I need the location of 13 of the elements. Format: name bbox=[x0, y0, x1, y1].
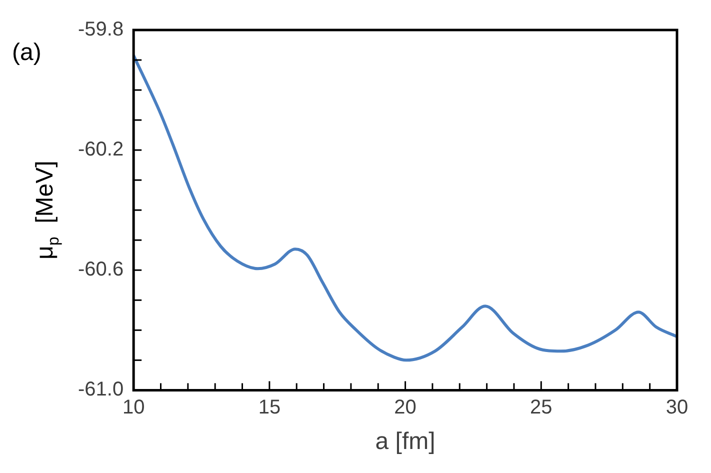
y-tick-label: -59.8 bbox=[78, 18, 124, 41]
x-tick-label: 20 bbox=[394, 396, 416, 419]
x-tick-label: 10 bbox=[122, 396, 145, 419]
y-tick-label: -61.0 bbox=[78, 378, 124, 401]
text: (a) bbox=[12, 39, 42, 66]
x-axis-title: a [fm] bbox=[375, 428, 436, 456]
y-axis-title: μp [MeV] bbox=[32, 160, 62, 260]
y-tick-label: -60.2 bbox=[78, 138, 124, 161]
x-tick-label: 25 bbox=[530, 396, 552, 419]
x-tick-label: 30 bbox=[666, 396, 688, 419]
line-series bbox=[134, 54, 677, 362]
y-tick-label: -60.6 bbox=[78, 258, 124, 281]
x-tick-label: 15 bbox=[258, 396, 281, 419]
